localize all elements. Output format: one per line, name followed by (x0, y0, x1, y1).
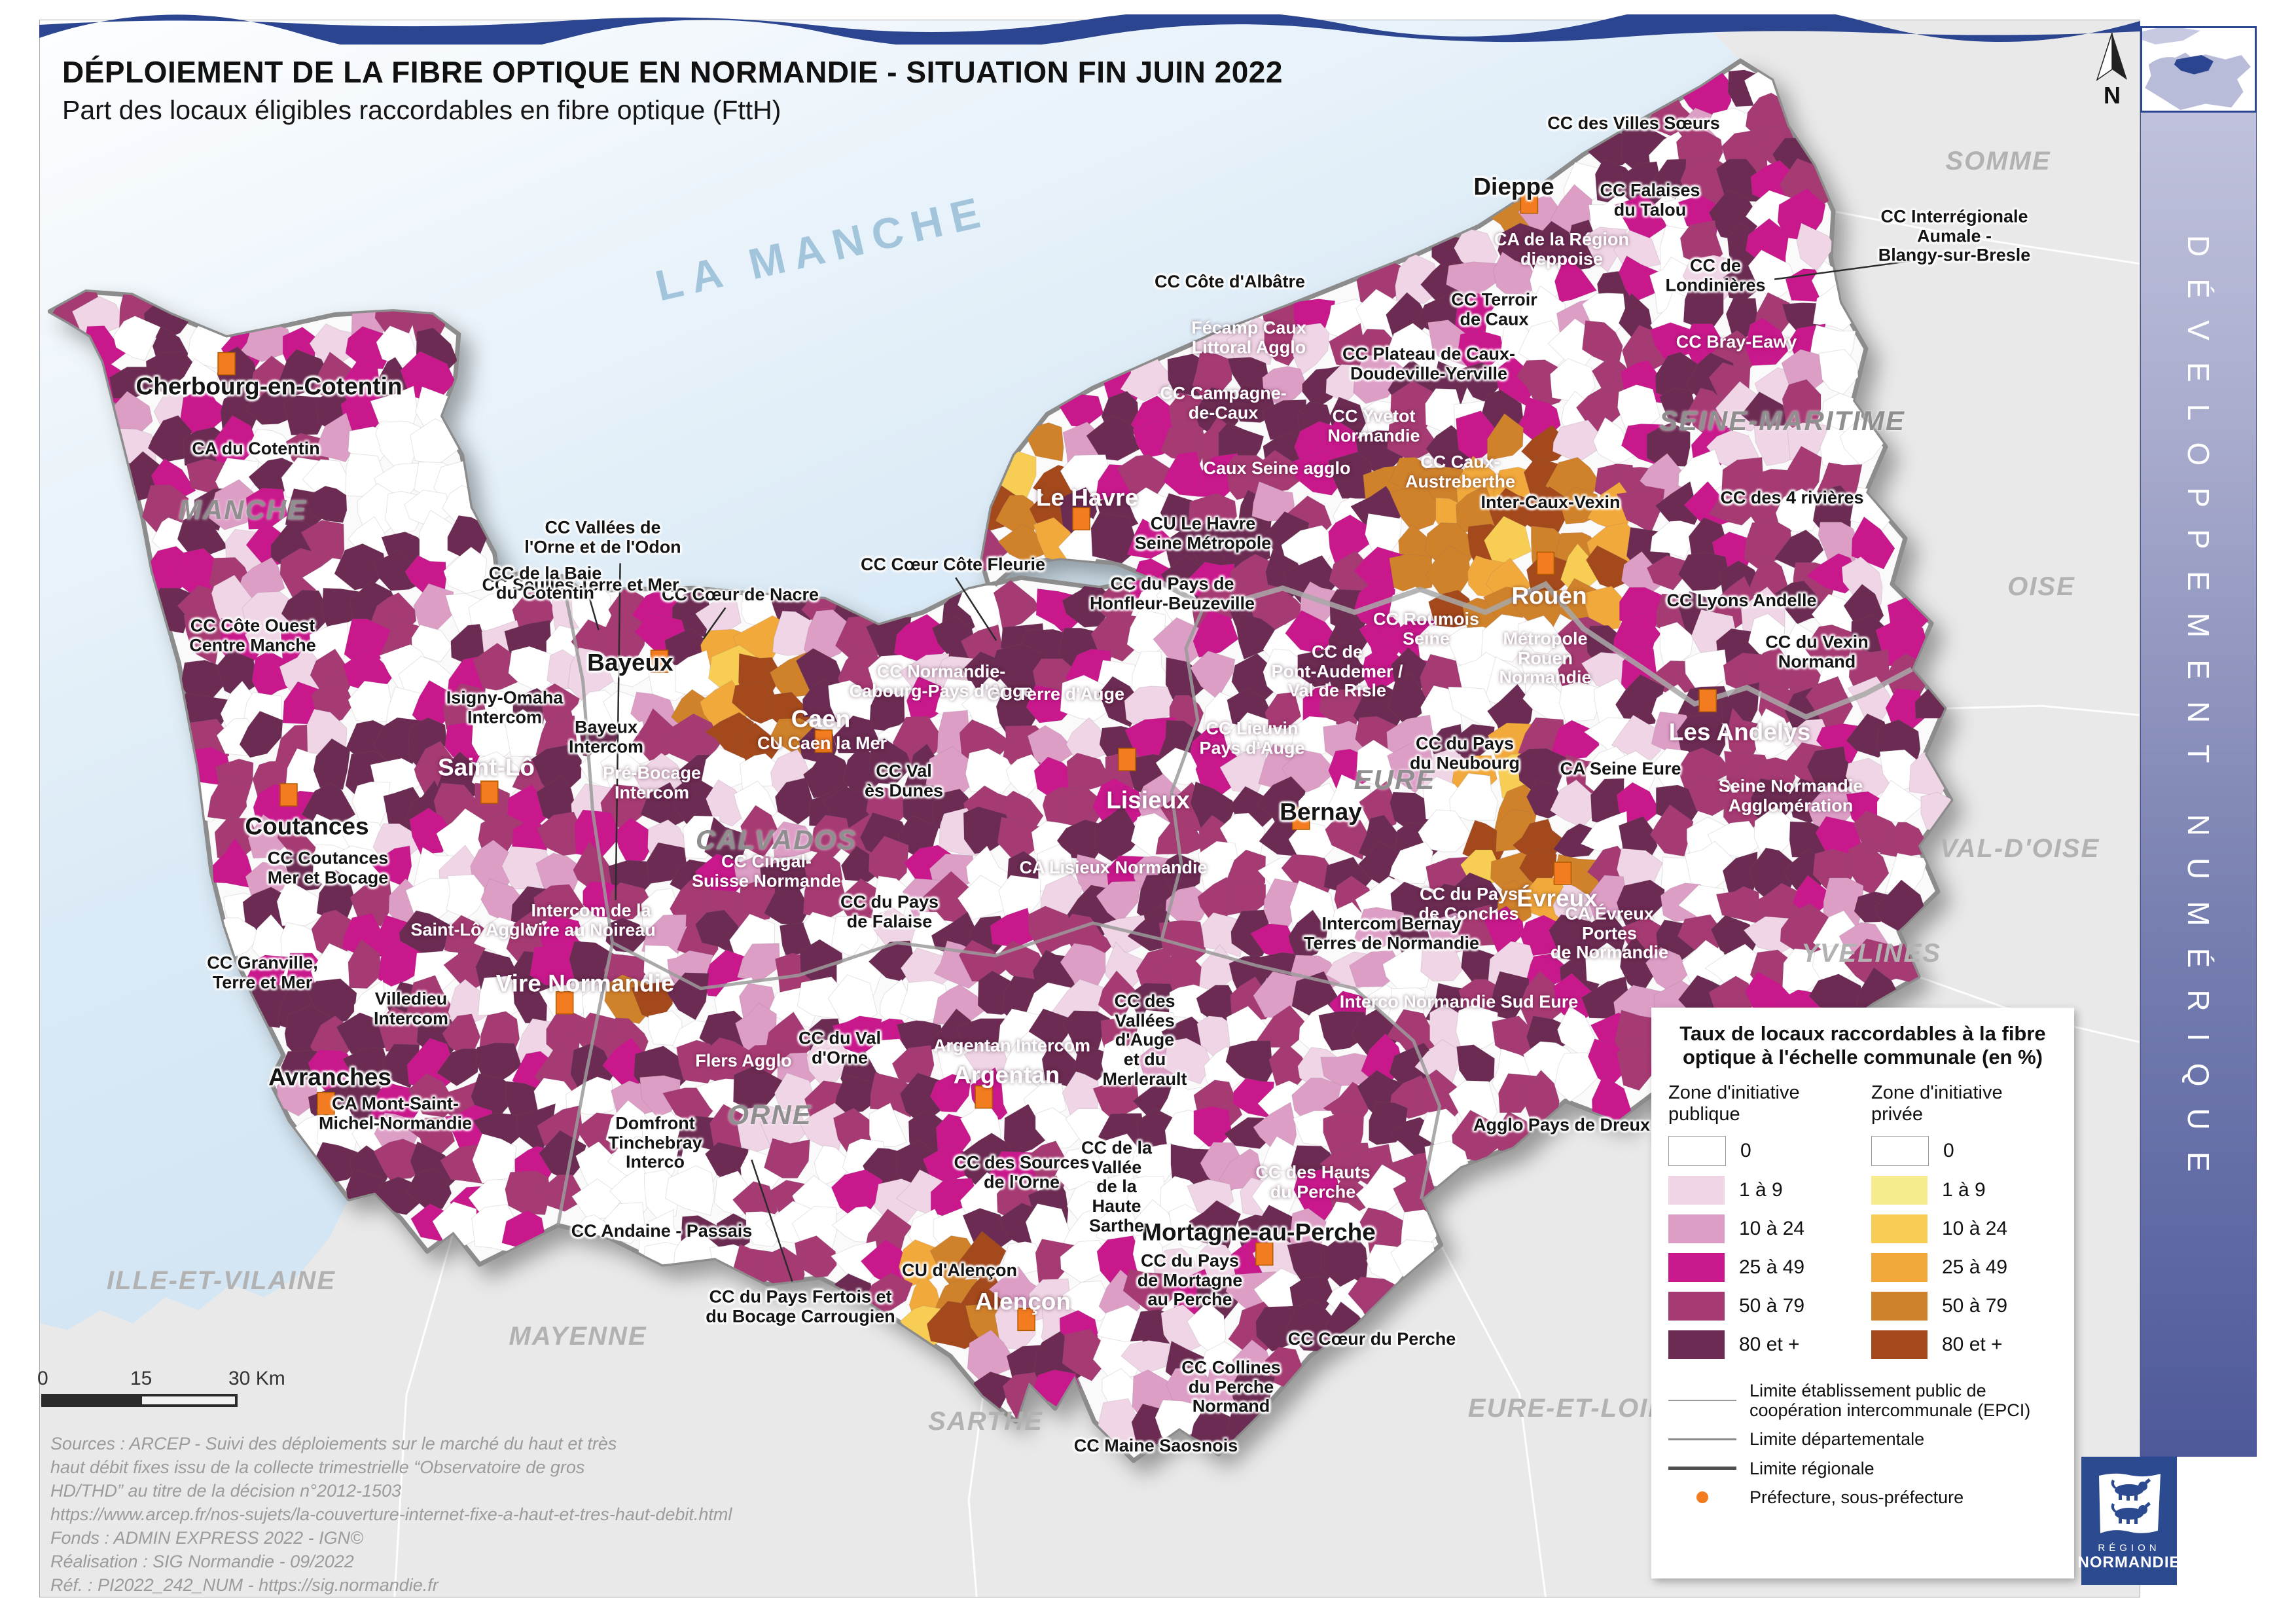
legend-swatch (1668, 1175, 1725, 1205)
label-leader-lines (587, 260, 1911, 1282)
legend-prefecture-point: Préfecture, sous-préfecture (1668, 1487, 2057, 1507)
legend-swatch (1668, 1135, 1726, 1166)
legend-swatch (1668, 1252, 1725, 1282)
legend-title: Taux de locaux raccordables à la fibre o… (1679, 1022, 2046, 1068)
legend-class-label: 1 à 9 (1739, 1178, 1783, 1201)
legend-class-label: 0 (1740, 1139, 1751, 1161)
legend-epci-limit: Limite établissement public de coopérati… (1668, 1381, 2057, 1420)
legend-class-label: 10 à 24 (1942, 1217, 2008, 1239)
scale-15: 15 (130, 1368, 152, 1389)
department-borders (556, 575, 1913, 1226)
prefecture-marker (217, 352, 236, 376)
prefecture-marker (480, 780, 499, 804)
normandy-lions-flag-icon (2099, 1473, 2161, 1533)
legend-col-private: Zone d'initiative privée (1871, 1082, 2003, 1125)
scale-30: 30 Km (228, 1368, 285, 1389)
legend-class-label: 25 à 49 (1942, 1256, 2008, 1278)
legend-class-label: 25 à 49 (1739, 1256, 1805, 1278)
scale-0: 0 (37, 1368, 48, 1389)
legend-swatch (1668, 1291, 1725, 1321)
legend-row: 80 et + (1668, 1330, 1854, 1359)
prefecture-marker (1017, 1307, 1035, 1332)
legend-row: 10 à 24 (1871, 1214, 2057, 1243)
legend-swatch (1668, 1214, 1725, 1243)
prefecture-dot-icon (1696, 1491, 1708, 1503)
legend-class-label: 10 à 24 (1739, 1217, 1805, 1239)
legend-class-label: 1 à 9 (1942, 1178, 1986, 1201)
prefecture-marker (1118, 748, 1136, 771)
map-frame: Cherbourg-en-Cotentin Dieppe Le Havre Rouen… (37, 20, 2140, 1597)
legend-swatch (1871, 1330, 1928, 1359)
map-title-block: DÉPLOIEMENT DE LA FIBRE OPTIQUE EN NORMA… (62, 54, 1283, 126)
legend-class-label: 0 (1943, 1139, 1954, 1161)
legend-col-public: Zone d'initiative publique (1668, 1082, 1800, 1125)
legend-region-limit: Limite régionale (1668, 1459, 2057, 1478)
prefecture-markers (217, 191, 1717, 1332)
north-label: N (2104, 82, 2121, 109)
legend-row: 25 à 49 (1871, 1252, 2057, 1282)
prefecture-marker (1255, 1242, 1274, 1266)
prefecture-marker (279, 783, 298, 807)
legend-swatch (1871, 1175, 1928, 1205)
prefecture-marker (1072, 507, 1090, 531)
france-locator-icon (2142, 28, 2254, 111)
legend-row: 80 et + (1871, 1330, 2057, 1359)
legend-swatch (1871, 1291, 1928, 1321)
logo-region-text: RÉGION (2098, 1542, 2161, 1554)
logo-name-text: NORMANDIE (2077, 1553, 2181, 1571)
legend-swatch (1871, 1214, 1928, 1243)
prefecture-marker (1520, 191, 1539, 214)
sources-block: Sources : ARCEP - Suivi des déploiements… (50, 1434, 732, 1595)
legend-class-label: 80 et + (1739, 1333, 1800, 1355)
legend-dept-limit: Limite départementale (1668, 1429, 2057, 1449)
legend-class-label: 50 à 79 (1739, 1294, 1805, 1317)
legend-swatch (1871, 1252, 1928, 1282)
legend-row: 10 à 24 (1668, 1214, 1854, 1243)
region-normandie-logo: RÉGION NORMANDIE (2078, 1457, 2180, 1585)
prefecture-marker (814, 729, 833, 753)
prefecture-marker (1291, 807, 1310, 830)
sidebar-vertical-text: DÉVELOPPEMENT NUMÉRIQUE (2181, 235, 2215, 1194)
prefecture-marker (1536, 551, 1555, 575)
surrounding-land (40, 20, 2140, 1597)
prefecture-marker (650, 649, 669, 673)
north-arrow: N (2089, 30, 2135, 109)
north-arrow-icon (2096, 32, 2127, 81)
legend-public-ramp: 0 1 à 9 10 à 24 25 à 49 50 à 79 80 et + (1668, 1135, 1854, 1359)
legend-row: 1 à 9 (1871, 1175, 2057, 1205)
prefecture-marker (1553, 862, 1572, 885)
legend-row: 1 à 9 (1668, 1175, 1854, 1205)
brush-stroke (39, 14, 2140, 45)
legend-row: 0 (1871, 1135, 2057, 1166)
sidebar-developpement-numerique: DÉVELOPPEMENT NUMÉRIQUE (2140, 26, 2257, 1457)
external-department-borders (393, 210, 2140, 1597)
normandy-choropleth-map (40, 20, 2140, 1597)
legend-panel: Taux de locaux raccordables à la fibre o… (1651, 1008, 2074, 1578)
legend-row: 50 à 79 (1871, 1291, 2057, 1321)
legend-private-ramp: 0 1 à 9 10 à 24 25 à 49 50 à 79 80 et + (1871, 1135, 2057, 1359)
map-title: DÉPLOIEMENT DE LA FIBRE OPTIQUE EN NORMA… (62, 55, 1283, 89)
legend-swatch (1668, 1330, 1725, 1359)
legend-class-label: 50 à 79 (1942, 1294, 2008, 1317)
map-subtitle: Part des locaux éligibles raccordables e… (62, 95, 781, 125)
legend-swatch (1871, 1135, 1929, 1166)
locator-map (2140, 26, 2257, 113)
legend-row: 25 à 49 (1668, 1252, 1854, 1282)
prefecture-marker (555, 991, 574, 1015)
prefecture-marker (1698, 689, 1717, 712)
legend-class-label: 80 et + (1942, 1333, 2003, 1355)
prefecture-marker (975, 1085, 993, 1109)
legend-row: 0 (1668, 1135, 1854, 1166)
scale-bar: 0 15 30 Km (37, 1368, 316, 1407)
legend-row: 50 à 79 (1668, 1291, 1854, 1321)
prefecture-marker (317, 1091, 335, 1116)
